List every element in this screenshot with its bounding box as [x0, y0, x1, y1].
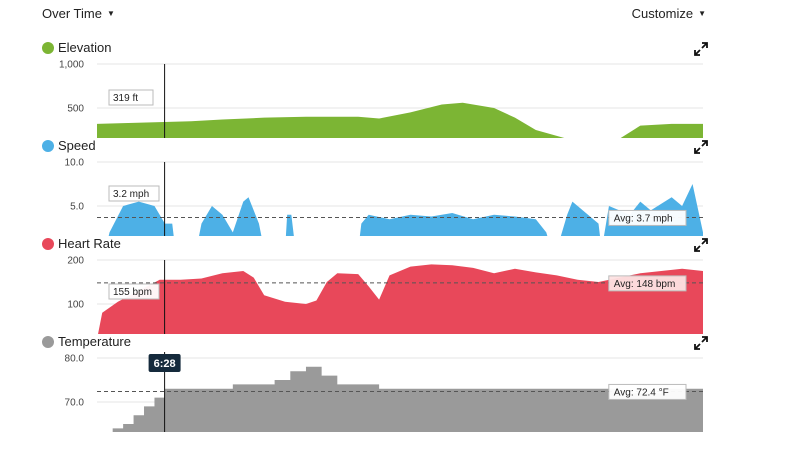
y-tick-label: 5.0	[70, 202, 84, 213]
expand-icon[interactable]	[694, 42, 708, 56]
expand-icon[interactable]	[694, 140, 708, 154]
heart_rate-chart: 01002008:2016:4025:0033:2041:4050:00155 …	[67, 256, 703, 334]
callout-box	[108, 185, 160, 202]
elevation-area-series	[97, 102, 703, 138]
average-callout: Avg: 72.4 °F	[608, 383, 687, 400]
legend-dot-icon	[42, 238, 54, 250]
cursor-value-label: 155 bpm	[113, 287, 152, 298]
temperature-chart: 60.070.080.08:2016:4025:0033:2041:4050:0…	[65, 352, 703, 432]
speed-title: Speed	[58, 138, 96, 153]
heart_rate-area-series	[98, 264, 703, 334]
chevron-down-icon: ▼	[106, 9, 115, 18]
heart_rate-panel: Heart Rate01002008:2016:4025:0033:2041:4…	[0, 236, 800, 334]
average-label: Avg: 72.4 °F	[614, 387, 669, 398]
cursor-time-label: 6:28	[154, 358, 176, 370]
elevation-chart: 05001,0008:2016:4025:0033:2041:4050:0031…	[59, 60, 703, 138]
elevation-title: Elevation	[58, 40, 112, 55]
customize-label: Customize	[631, 6, 694, 21]
legend-dot-icon	[42, 140, 54, 152]
average-label: Avg: 148 bpm	[614, 279, 676, 290]
view-mode-dropdown[interactable]: Over Time ▼	[42, 6, 115, 21]
customize-dropdown[interactable]: Customize ▼	[632, 6, 706, 21]
cursor-value-callout: 3.2 mph	[108, 185, 160, 202]
y-tick-label: 100	[67, 300, 84, 311]
y-tick-label: 500	[67, 104, 84, 115]
y-tick-label: 10.0	[65, 158, 85, 169]
legend-dot-icon	[42, 336, 54, 348]
cursor-value-label: 3.2 mph	[113, 189, 149, 200]
speed-panel: Speed0.05.010.08:2016:4025:0033:2041:405…	[0, 138, 800, 236]
temperature-title: Temperature	[58, 334, 131, 349]
average-label: Avg: 3.7 mph	[614, 213, 673, 224]
speed-area-series	[108, 184, 703, 236]
cursor-time-badge: 6:28	[148, 354, 181, 372]
y-tick-label: 80.0	[65, 354, 85, 365]
callout-box	[108, 283, 160, 300]
toolbar: Over Time ▼ Customize ▼	[0, 0, 800, 28]
expand-icon[interactable]	[694, 238, 708, 252]
cursor-value-callout: 155 bpm	[108, 283, 160, 300]
heart_rate-title: Heart Rate	[58, 236, 121, 251]
cursor-time-box	[148, 354, 181, 372]
average-box	[608, 275, 687, 292]
cursor-value-label: 319 ft	[113, 93, 138, 104]
average-box	[608, 383, 687, 400]
average-callout: Avg: 148 bpm	[608, 275, 687, 292]
speed-chart: 0.05.010.08:2016:4025:0033:2041:4050:003…	[65, 158, 703, 236]
callout-box	[108, 89, 154, 106]
elevation-panel: Elevation05001,0008:2016:4025:0033:2041:…	[0, 40, 800, 138]
temperature-area-series	[112, 366, 703, 432]
y-tick-label: 1,000	[59, 60, 84, 71]
average-box	[608, 209, 687, 226]
average-callout: Avg: 3.7 mph	[608, 209, 687, 226]
cursor-value-callout: 319 ft	[108, 89, 154, 106]
y-tick-label: 70.0	[65, 398, 85, 409]
view-mode-label: Over Time	[42, 6, 102, 21]
temperature-panel: Temperature60.070.080.08:2016:4025:0033:…	[0, 334, 800, 432]
legend-dot-icon	[42, 42, 54, 54]
chevron-down-icon: ▼	[698, 9, 706, 18]
expand-icon[interactable]	[694, 336, 708, 350]
y-tick-label: 200	[67, 256, 84, 267]
